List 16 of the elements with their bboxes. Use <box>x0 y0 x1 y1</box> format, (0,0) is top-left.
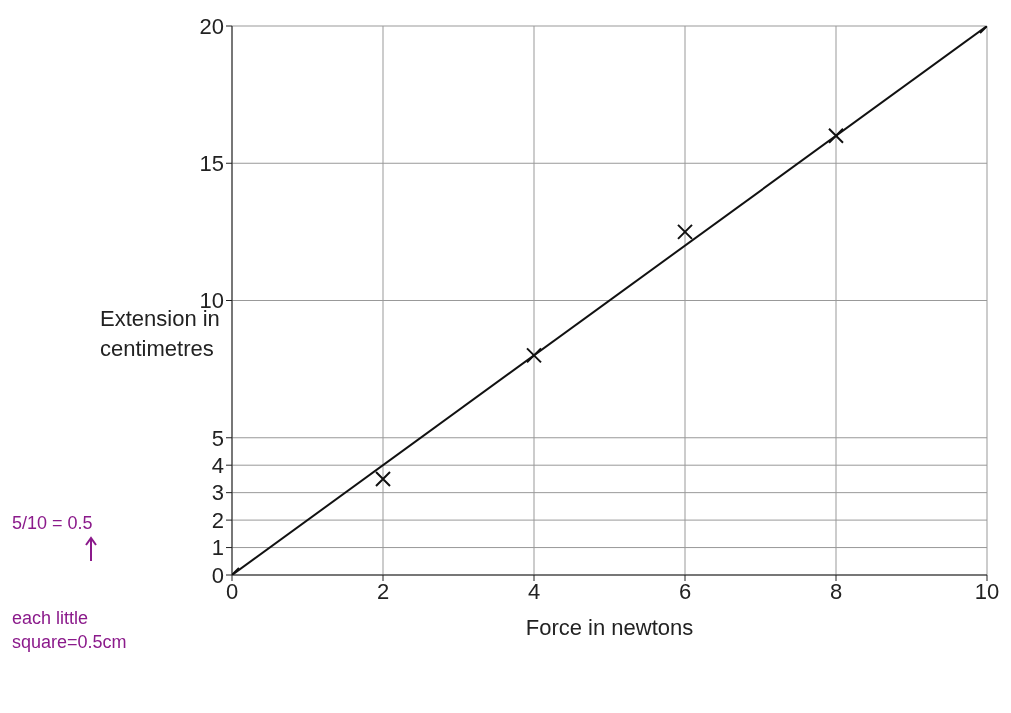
y-tick-label: 0 <box>211 562 224 588</box>
x-axis-title: Force in newtons <box>525 615 694 640</box>
y-tick-label: 4 <box>211 453 224 479</box>
x-tick-label: 10 <box>974 578 1000 604</box>
y-tick-label: 5 <box>211 425 224 451</box>
y-tick-label: 3 <box>211 480 224 506</box>
x-tick-label: 4 <box>527 578 541 604</box>
y-tick-label: 2 <box>211 507 224 533</box>
text: each little square=0.5cm <box>12 607 128 654</box>
x-tick-label: 8 <box>829 578 843 604</box>
x-tick-label: 2 <box>376 578 390 604</box>
y-tick-label: 15 <box>199 151 224 177</box>
y-tick-label: 20 <box>199 13 224 39</box>
x-tick-label: 6 <box>678 578 692 604</box>
text: 5/10 = 0.5 <box>12 513 93 534</box>
y-tick-label: 1 <box>211 535 224 561</box>
